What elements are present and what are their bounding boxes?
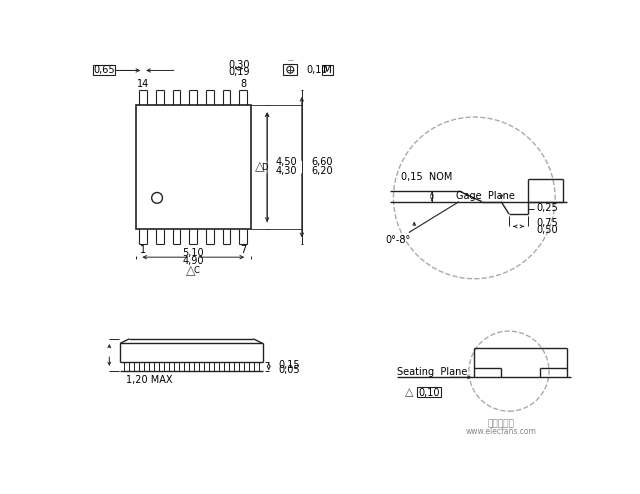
Text: 0,75: 0,75	[536, 217, 557, 228]
Text: C: C	[193, 266, 199, 275]
Text: M: M	[323, 65, 332, 75]
Text: 4,50: 4,50	[276, 158, 297, 167]
Text: △: △	[186, 264, 196, 277]
Text: 0,25: 0,25	[536, 203, 557, 213]
Text: www.elecfans.com: www.elecfans.com	[466, 427, 537, 436]
Text: 14: 14	[137, 79, 149, 89]
Text: Gage  Plane: Gage Plane	[456, 191, 515, 201]
Text: 5,10: 5,10	[182, 247, 204, 257]
Text: 0,05: 0,05	[279, 366, 300, 375]
Text: D: D	[262, 163, 268, 171]
Text: 1: 1	[140, 245, 147, 255]
Text: 电子发烧网: 电子发烧网	[488, 419, 515, 428]
Text: 0,65: 0,65	[93, 65, 115, 76]
Text: 4,90: 4,90	[182, 256, 204, 266]
Text: 6,60: 6,60	[311, 158, 333, 167]
Bar	[417, 387, 441, 397]
Text: 0,15: 0,15	[279, 360, 300, 370]
Text: △: △	[404, 388, 413, 398]
Text: 0,15  NOM: 0,15 NOM	[401, 172, 452, 182]
Bar	[136, 106, 251, 229]
Text: —: —	[287, 58, 293, 63]
Text: 0,10: 0,10	[418, 388, 440, 398]
Text: 0,19: 0,19	[228, 67, 250, 77]
Text: 7: 7	[240, 245, 246, 255]
Text: 0°-8°: 0°-8°	[386, 235, 411, 245]
Bar	[322, 65, 333, 75]
Text: 0,30: 0,30	[228, 60, 250, 71]
Text: Seating  Plane: Seating Plane	[397, 367, 468, 377]
Text: 0,10: 0,10	[307, 65, 328, 75]
Text: 4,30: 4,30	[276, 166, 297, 176]
Text: 1,20 MAX: 1,20 MAX	[126, 374, 173, 385]
Text: 6,20: 6,20	[311, 166, 333, 176]
Bar	[93, 65, 115, 76]
Text: △: △	[255, 161, 265, 173]
Text: 0,50: 0,50	[536, 225, 557, 235]
Bar	[284, 64, 297, 76]
Text: 8: 8	[240, 79, 246, 89]
